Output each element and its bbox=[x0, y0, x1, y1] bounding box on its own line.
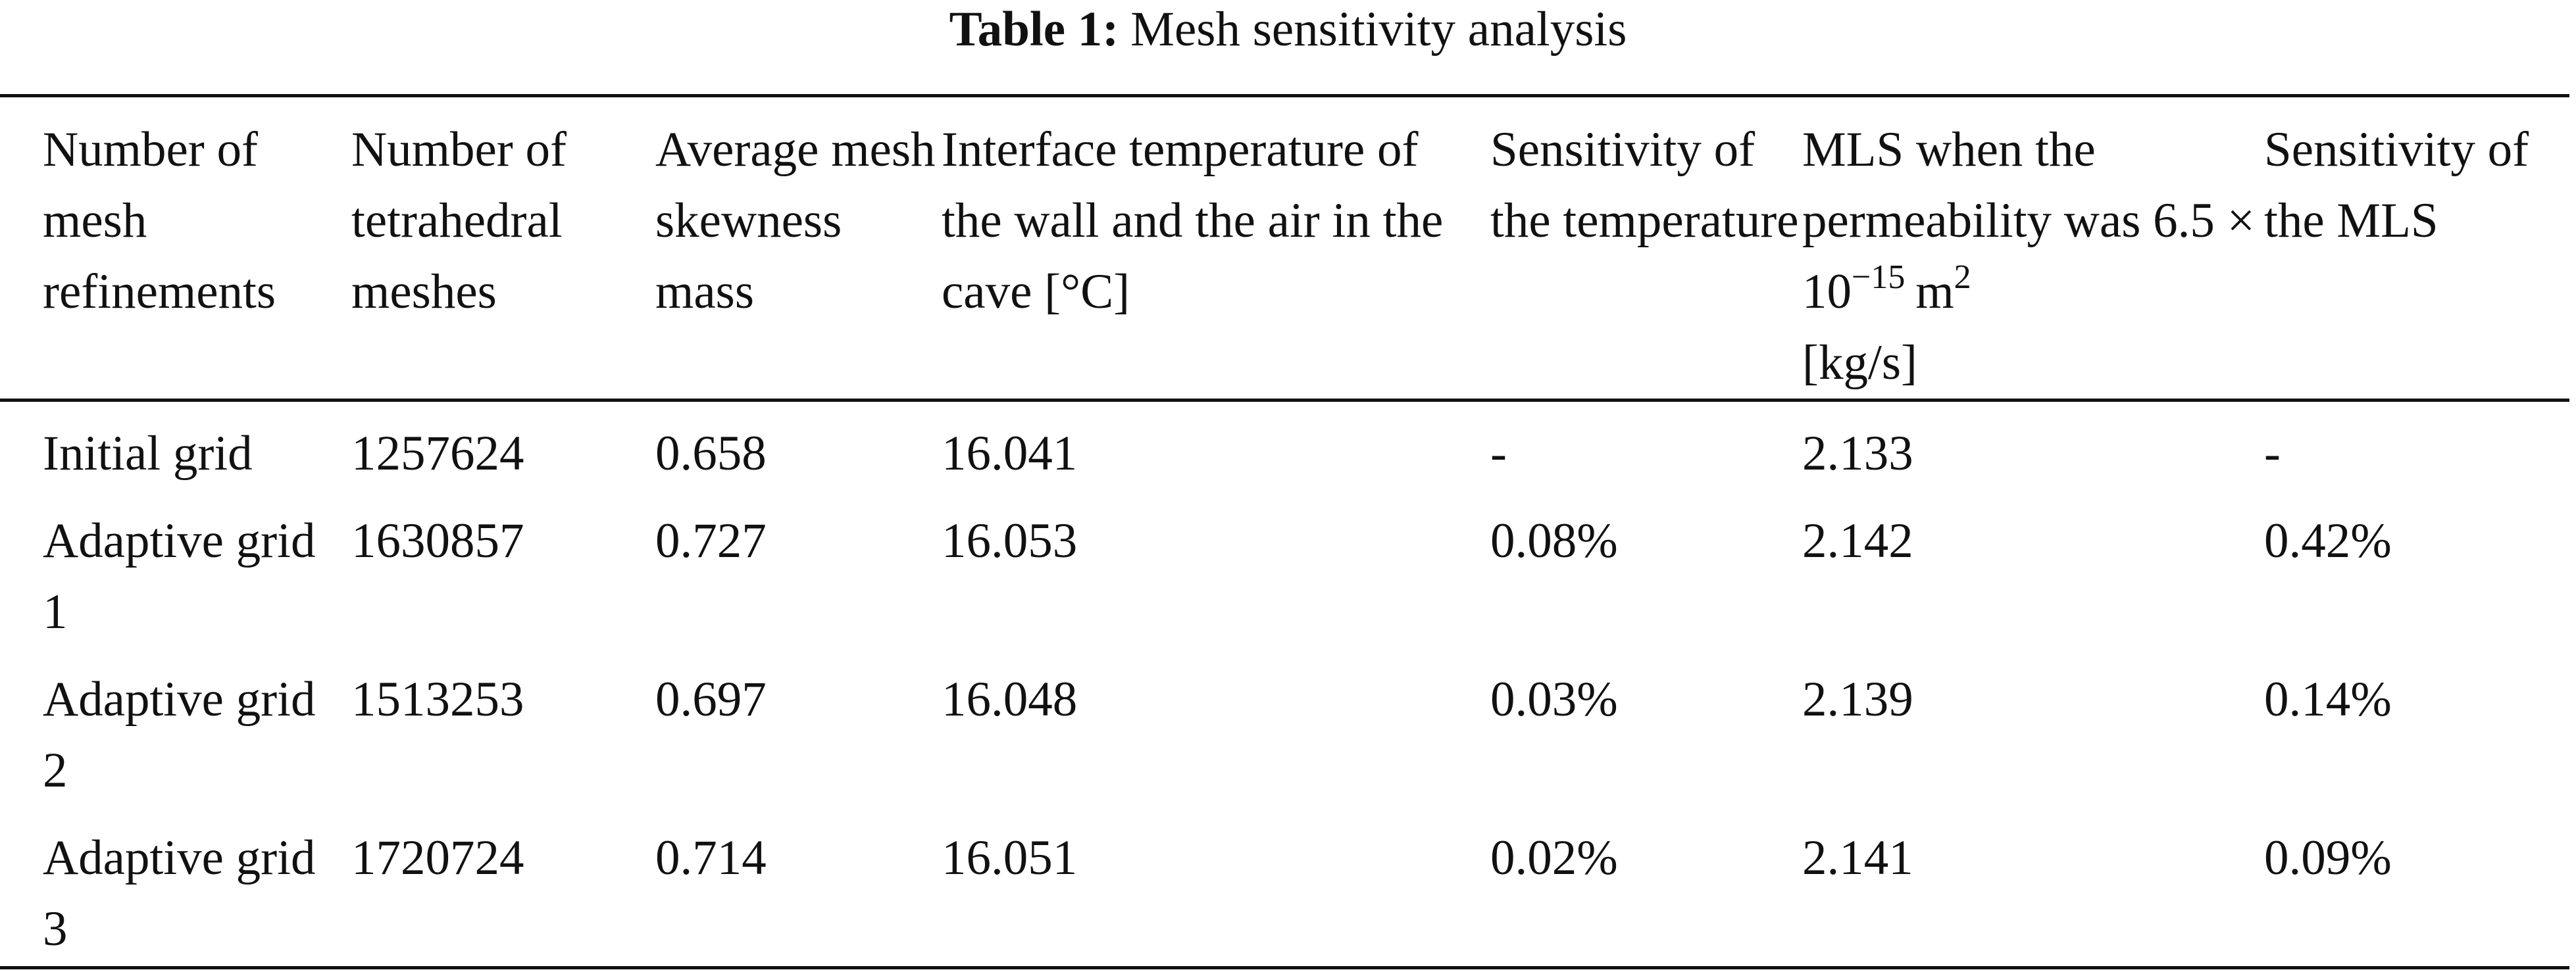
table-title: Table 1: Mesh sensitivity analysis bbox=[0, 0, 2576, 59]
table-label: Table 1: bbox=[949, 2, 1119, 57]
exponent: 2 bbox=[1954, 258, 1971, 296]
table-cell: 2.133 bbox=[1802, 426, 1913, 481]
header-cell: Interface temperature of the wall and th… bbox=[942, 95, 1490, 402]
table-cell: - bbox=[2264, 426, 2281, 481]
table-body: Initial grid 1257624 0.658 16.041 - 2.133 - Ada… bbox=[0, 401, 2569, 968]
table-cell: 0.658 bbox=[655, 426, 767, 481]
table-cell: 0.03% bbox=[1490, 672, 1618, 727]
header-row: Number of mesh refinements Number of tetr… bbox=[0, 95, 2569, 402]
table-cell: 16.041 bbox=[942, 426, 1078, 481]
unit: [kg/s] bbox=[1802, 335, 1917, 390]
table-row: Adaptive grid 3 1720724 0.714 16.051 0.02% 2.… bbox=[0, 806, 2569, 968]
table-cell: 16.051 bbox=[942, 831, 1078, 885]
table-cell: 2.139 bbox=[1802, 672, 1913, 727]
table-row: Initial grid 1257624 0.658 16.041 - 2.133 - bbox=[0, 401, 2569, 490]
table-cell: Adaptive grid 1 bbox=[43, 514, 316, 639]
header-cell: MLS when the permeability was 6.5 × 10−1… bbox=[1802, 95, 2264, 402]
table-cell: 0.697 bbox=[655, 672, 767, 727]
header-cell: Average mesh skewness mass bbox=[655, 95, 942, 402]
table-cell: 16.053 bbox=[942, 514, 1078, 568]
table-row: Adaptive grid 1 1630857 0.727 16.053 0.08% 2.… bbox=[0, 489, 2569, 648]
exponent: −15 bbox=[1852, 258, 1906, 296]
table-cell: 2.142 bbox=[1802, 514, 1913, 568]
header-cell: Number of mesh refinements bbox=[0, 95, 351, 402]
header-cell: Number of tetrahedral meshes bbox=[351, 95, 655, 402]
table-cell: 0.14% bbox=[2264, 672, 2392, 727]
table-cell: - bbox=[1490, 426, 1507, 481]
unit: m bbox=[1915, 264, 1954, 319]
table-cell: 2.141 bbox=[1802, 831, 1913, 885]
header-text: MLS when the permeability was 6.5 × 10 bbox=[1802, 122, 2255, 319]
table-cell: 16.048 bbox=[942, 672, 1078, 727]
title-text: Mesh sensitivity analysis bbox=[1130, 2, 1627, 57]
table-row: Adaptive grid 2 1513253 0.697 16.048 0.03% 2.… bbox=[0, 648, 2569, 806]
header-cell: Sensitivity of the MLS bbox=[2264, 95, 2569, 402]
table: Number of mesh refinements Number of tetr… bbox=[0, 94, 2569, 969]
table-cell: 0.714 bbox=[655, 831, 767, 885]
table-cell: 1720724 bbox=[351, 831, 524, 885]
table-cell: Initial grid bbox=[43, 426, 253, 481]
table-cell: 0.02% bbox=[1490, 831, 1618, 885]
table-cell: 0.09% bbox=[2264, 831, 2392, 885]
table-cell: 1630857 bbox=[351, 514, 524, 568]
table-cell: 0.08% bbox=[1490, 514, 1618, 568]
table-cell: 1513253 bbox=[351, 672, 524, 727]
table-cell: 0.42% bbox=[2264, 514, 2392, 568]
table-cell: 0.727 bbox=[655, 514, 767, 568]
header-cell: Sensitivity of the temperature bbox=[1490, 95, 1802, 402]
table-cell: Adaptive grid 3 bbox=[43, 831, 316, 956]
table-cell: Adaptive grid 2 bbox=[43, 672, 316, 798]
table-cell: 1257624 bbox=[351, 426, 524, 481]
